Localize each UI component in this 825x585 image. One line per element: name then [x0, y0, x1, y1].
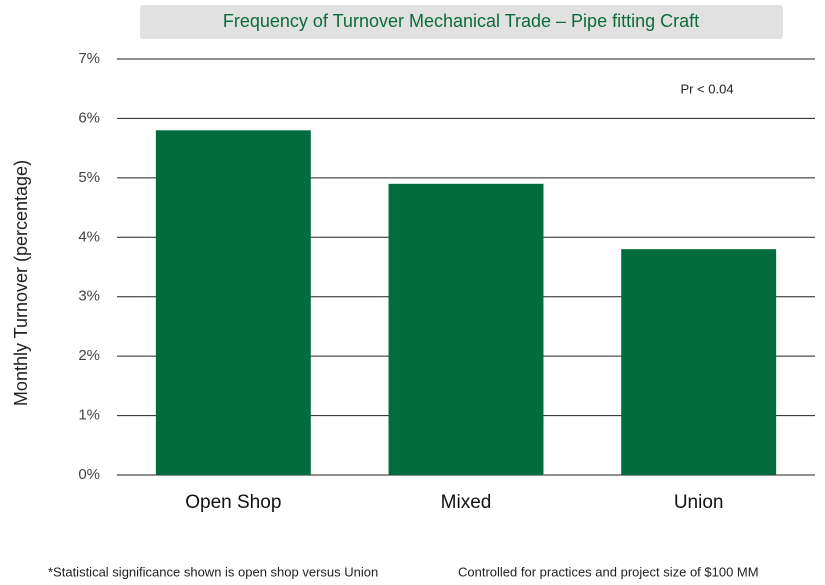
chart-title: Frequency of Turnover Mechanical Trade –… — [223, 11, 699, 31]
x-tick-label: Union — [674, 492, 724, 513]
footnote: Controlled for practices and project siz… — [458, 564, 759, 579]
x-tick-label: Mixed — [441, 492, 492, 513]
title-box — [140, 5, 783, 39]
y-axis-label: Monthly Turnover (percentage) — [11, 160, 31, 406]
y-tick-label: 3% — [78, 288, 100, 305]
y-tick-label: 1% — [78, 407, 100, 424]
y-tick-label: 0% — [78, 466, 100, 483]
y-tick-label: 5% — [78, 169, 100, 186]
y-tick-label: 4% — [78, 228, 100, 245]
footnote: *Statistical significance shown is open … — [48, 564, 378, 579]
x-tick-label: Open Shop — [185, 492, 281, 513]
bar — [388, 183, 544, 476]
y-tick-label: 2% — [78, 347, 100, 364]
bar — [621, 249, 777, 475]
y-tick-label: 6% — [78, 109, 100, 126]
bar — [155, 130, 311, 476]
y-tick-label: 7% — [78, 50, 100, 67]
annotation: Pr < 0.04 — [680, 81, 733, 96]
